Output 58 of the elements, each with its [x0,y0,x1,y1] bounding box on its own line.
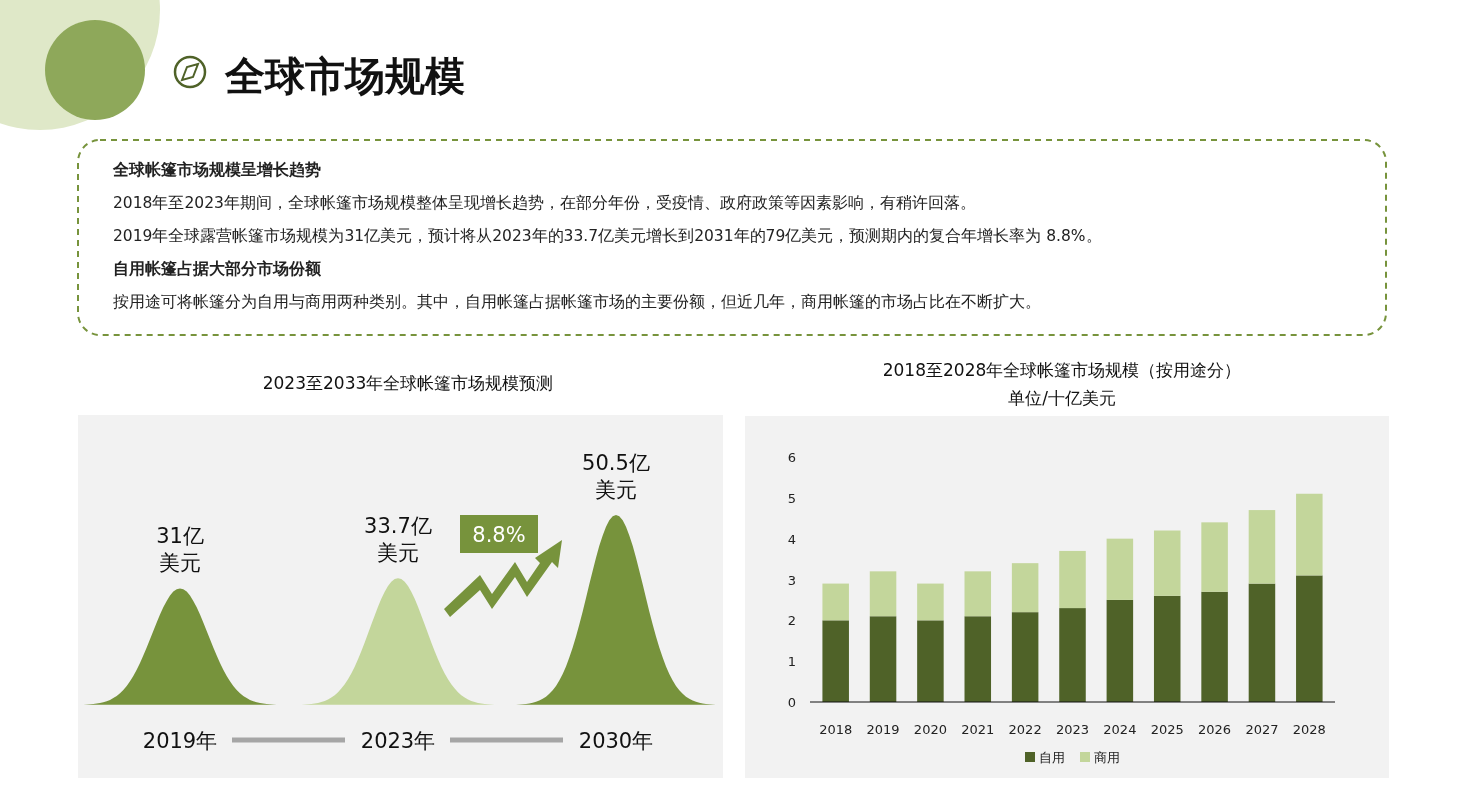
bar [1106,538,1134,600]
bar [1059,550,1086,609]
bar [822,583,849,621]
bar [822,620,849,702]
y-tick-label: 3 [787,572,797,588]
text: 按用途可将帐篷分为自用与商用两种类别。其中，自用帐篷占据帐篷市场的主要份额，但近几年，商用帐篷的市场占比在不断扩大。 [113,293,1041,311]
bar [917,620,944,702]
bar [1201,522,1228,592]
text: 2018年至2023年期间，全球帐篷市场规模整体呈现增长趋势，在部分年份，受疫情、政府政策等因素影响，有稍许回落。 [113,194,976,212]
x-tick-label: 2028 [1292,722,1326,737]
data-label: 50.5亿美元 [582,451,650,502]
text: 2023至2033年全球帐篷市场规模预测 [262,373,554,393]
bar [1201,591,1228,702]
data-label: 33.7亿美元 [364,514,432,566]
x-tick-label: 2023 [1055,722,1090,737]
x-tick-label: 2024 [1103,722,1137,737]
bar [1296,575,1323,702]
bar [1059,608,1086,702]
text: 全球帐篷市场规模呈增长趋势 [112,160,321,179]
bar [1106,599,1134,702]
text: 8.8% [472,523,526,547]
x-tick-label: 2027 [1245,722,1279,737]
chart-subtitle: 单位/十亿美元 [1008,388,1116,408]
bar [964,571,992,617]
x-tick-label: 2025 [1150,722,1184,737]
bar [869,616,897,702]
x-tick-label: 2019 [866,722,900,737]
x-tick-label: 2026 [1198,722,1232,737]
category-label: 2019年 [142,729,218,753]
bar [1248,583,1276,702]
data-label: 31亿美元 [156,524,204,576]
bar [1011,612,1039,702]
x-tick-label: 2021 [961,722,995,737]
bar [964,616,992,702]
text: 2019年全球露营帐篷市场规模为31亿美元，预计将从2023年的33.7亿美元增长到2031年的79亿美元，预测期内的复合年增长率为 8.8%。 [113,227,1102,245]
x-tick-label: 2020 [913,722,947,737]
y-tick-label: 5 [787,490,797,506]
bar [1153,530,1181,596]
y-tick-label: 6 [787,450,797,465]
chart-title: 2018至2028年全球帐篷市场规模（按用途分） [882,360,1242,380]
bar [1153,595,1181,702]
bar [917,583,944,621]
x-tick-label: 2018 [819,722,853,737]
text: 全球市场规模 [224,53,465,99]
y-tick-label: 4 [787,531,797,547]
x-tick-label: 2022 [1008,722,1042,737]
y-tick-label: 1 [787,654,797,670]
bar [1296,493,1323,576]
legend-label: 商用 [1094,750,1120,765]
text: 自用帐篷占据大部分市场份额 [113,259,322,278]
bar [1248,510,1276,584]
category-label: 2030年 [578,729,654,753]
bar [1011,563,1039,613]
bar [869,571,897,617]
legend-label: 自用 [1039,750,1065,765]
category-label: 2023年 [360,729,436,753]
y-tick-label: 2 [787,613,797,629]
y-tick-label: 0 [787,695,797,710]
